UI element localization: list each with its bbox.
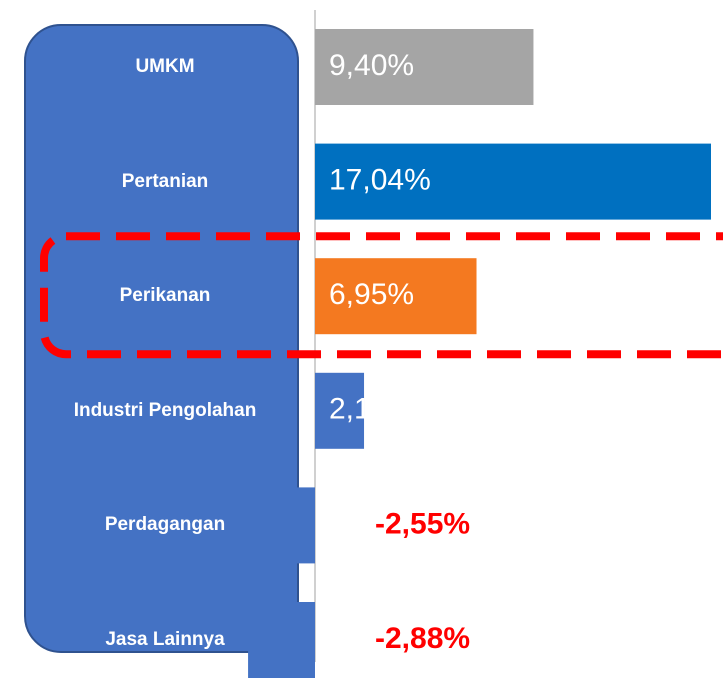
bar [248, 602, 315, 678]
bar [315, 143, 711, 220]
category-label: Perikanan [119, 285, 211, 307]
category-label: Pertanian [121, 170, 209, 192]
highlight-box [40, 232, 723, 359]
bar [255, 487, 315, 564]
bar [315, 372, 365, 449]
value-label: 17,04% [329, 164, 431, 197]
category-panel [24, 24, 299, 653]
value-label: 2,11% [329, 393, 412, 426]
category-label: Perdagangan [104, 514, 226, 536]
value-label: -2,88% [375, 622, 470, 655]
category-label: Industri Pengolahan [73, 399, 257, 421]
value-label: 6,95% [329, 278, 414, 311]
value-label: 9,40% [329, 49, 414, 82]
bar [315, 258, 477, 335]
bar [315, 29, 534, 105]
value-label: -2,55% [375, 507, 470, 540]
category-label: Jasa Lainnya [105, 629, 225, 650]
category-label: UMKM [135, 56, 195, 77]
